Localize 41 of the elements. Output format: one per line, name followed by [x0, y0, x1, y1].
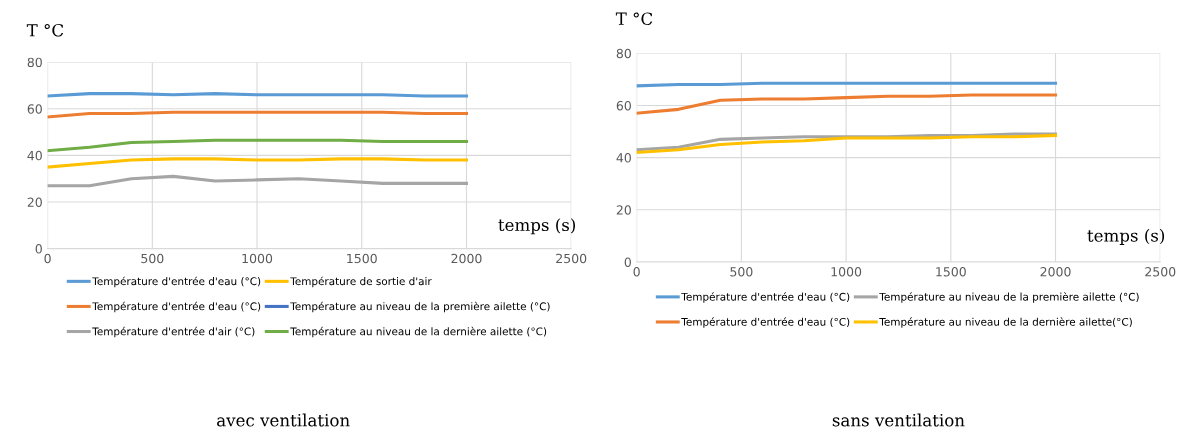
text: sans ventilation	[832, 413, 965, 427]
y-tick-label: 20	[27, 197, 42, 207]
y-tick-label: 80	[27, 57, 42, 68]
y-tick-label: 0	[35, 244, 42, 254]
legend-label: Température d'entrée d'eau (°C)	[681, 292, 850, 303]
x-tick-label: 1000	[242, 253, 273, 264]
line-series	[47, 157, 469, 169]
y-tick-label: 60	[27, 104, 42, 114]
y-axis-title: T °C	[26, 23, 64, 37]
legend-label: Température au niveau de la dernière ailette (°C)	[290, 326, 547, 338]
y-tick-label: 60	[616, 100, 631, 111]
line-series	[636, 93, 1058, 115]
legend-label: Température au niveau de la dernière ailette(°C)	[879, 317, 1132, 328]
y-tick-label: 40	[27, 150, 42, 161]
y-tick-label: 40	[616, 153, 631, 163]
x-tick-label: 0	[44, 253, 51, 264]
y-tick-label: 20	[616, 205, 631, 215]
x-tick-label: 2500	[1145, 267, 1176, 277]
x-axis-title: temps (s)	[1087, 228, 1165, 245]
legend-label: Température au niveau de la première ailette (°C)	[879, 292, 1139, 303]
x-tick-label: 1500	[347, 253, 377, 264]
y-axis-title: T °C	[615, 12, 653, 26]
x-tick-label: 1500	[936, 267, 966, 277]
legend-label: Température d'entrée d'eau (°C)	[92, 276, 261, 288]
legend-label: Température d'entrée d'eau (°C)	[92, 301, 261, 313]
text: avec ventilation	[217, 413, 350, 427]
legend-label: Température d'entrée d'eau (°C)	[681, 317, 850, 328]
x-tick-label: 500	[141, 253, 164, 264]
legend-label: Température de sortie d'air	[290, 276, 432, 288]
line-series	[47, 174, 469, 188]
x-axis-title: temps (s)	[498, 218, 576, 235]
x-tick-label: 2000	[1040, 267, 1071, 277]
legend-label: Température d'entrée d'air (°C)	[92, 326, 255, 338]
x-tick-label: 500	[730, 267, 753, 277]
line-series	[47, 138, 469, 153]
x-tick-label: 1000	[831, 267, 862, 277]
x-tick-label: 0	[633, 267, 640, 277]
legend-label: Température au niveau de la première ailette (°C)	[290, 301, 550, 313]
x-tick-label: 2500	[556, 253, 587, 264]
x-tick-label: 2000	[451, 253, 482, 264]
y-tick-label: 80	[616, 48, 631, 59]
